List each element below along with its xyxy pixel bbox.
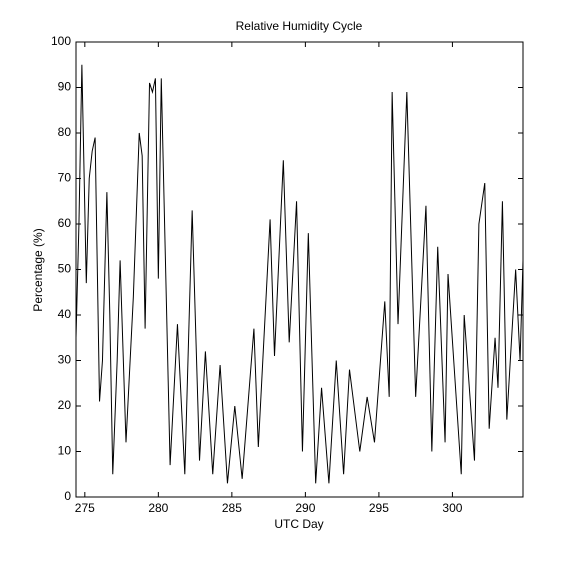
y-tick-label: 50 <box>58 262 72 276</box>
y-tick-label: 60 <box>58 216 72 230</box>
x-tick-label: 300 <box>442 501 462 515</box>
y-tick-label: 10 <box>58 444 72 458</box>
x-tick-label: 285 <box>222 501 242 515</box>
y-tick-label: 30 <box>58 353 72 367</box>
x-tick-label: 280 <box>148 501 168 515</box>
y-tick-label: 90 <box>58 80 72 94</box>
y-tick-label: 100 <box>51 34 71 48</box>
y-axis-label: Percentage (%) <box>31 228 45 311</box>
data-line <box>75 64 524 484</box>
x-axis-label: UTC Day <box>274 517 323 531</box>
x-tick-label: 290 <box>295 501 315 515</box>
x-tick-label: 275 <box>75 501 95 515</box>
y-tick-label: 20 <box>58 398 72 412</box>
y-tick-label: 80 <box>58 125 72 139</box>
x-tick-label: 295 <box>369 501 389 515</box>
y-tick-label: 40 <box>58 307 72 321</box>
y-tick-label: 70 <box>58 171 72 185</box>
chart-title: Relative Humidity Cycle <box>236 19 363 33</box>
y-tick-label: 0 <box>64 489 71 503</box>
